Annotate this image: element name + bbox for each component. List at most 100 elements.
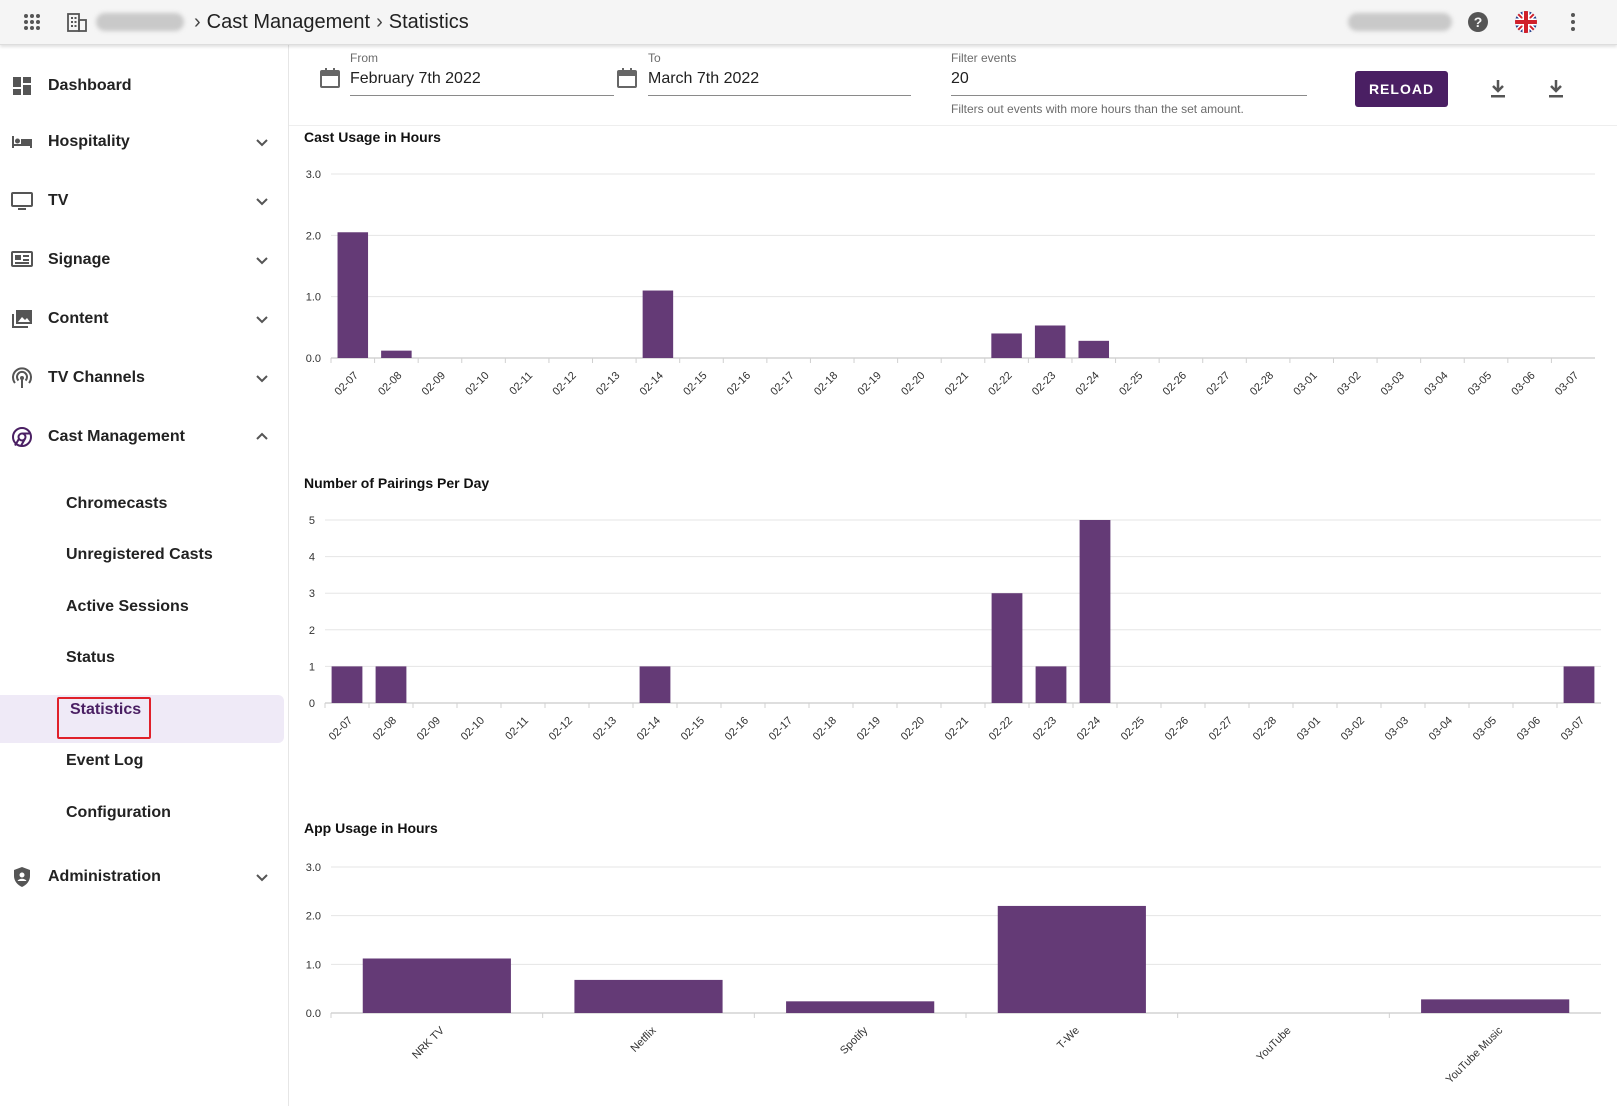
x-tick-label: 02-11 xyxy=(503,715,531,743)
sidebar-item-dashboard[interactable]: Dashboard xyxy=(0,68,284,104)
bar[interactable] xyxy=(991,333,1022,358)
shield-user-icon xyxy=(14,867,30,887)
reload-button[interactable]: RELOAD xyxy=(1355,71,1448,107)
highlight-box xyxy=(57,697,151,739)
help-icon[interactable]: ? xyxy=(1466,0,1490,44)
x-tick-label: 02-09 xyxy=(420,370,448,398)
calendar-icon[interactable] xyxy=(318,66,342,90)
filter-events-input[interactable]: 20 xyxy=(951,70,969,87)
x-tick-label: 02-14 xyxy=(638,370,666,398)
bar[interactable] xyxy=(381,350,412,358)
bar[interactable] xyxy=(1079,520,1111,703)
y-tick-label: 0.0 xyxy=(306,1008,321,1020)
x-tick-label: 02-26 xyxy=(1161,370,1189,398)
breadcrumb-cast-management[interactable]: Cast Management xyxy=(206,10,371,33)
x-tick-label: 02-13 xyxy=(594,370,622,398)
sidebar-subitem-statistics[interactable]: Statistics xyxy=(70,701,142,718)
calendar-icon[interactable] xyxy=(615,66,639,90)
x-tick-label: 02-18 xyxy=(811,715,839,743)
y-tick-label: 1.0 xyxy=(306,959,321,971)
bar[interactable] xyxy=(331,666,363,703)
bar[interactable] xyxy=(1563,666,1595,703)
x-tick-label: 02-17 xyxy=(767,715,795,743)
bar[interactable] xyxy=(642,290,674,358)
sidebar-item-label: Dashboard xyxy=(48,77,132,94)
sidebar-subitem-event-log[interactable]: Event Log xyxy=(66,752,144,769)
x-tick-label: 03-01 xyxy=(1291,370,1319,398)
y-tick-label: 4 xyxy=(309,552,315,564)
sidebar-subitem-unregistered-casts[interactable]: Unregistered Casts xyxy=(66,546,213,563)
breadcrumb-statistics: Statistics xyxy=(388,10,469,33)
svg-text:?: ? xyxy=(1474,14,1483,30)
bar[interactable] xyxy=(991,593,1023,703)
bar[interactable] xyxy=(1035,666,1067,703)
x-tick-label: Spotify xyxy=(838,1024,871,1057)
y-tick-label: 0 xyxy=(309,698,315,710)
sidebar-item-label: TV xyxy=(48,192,69,209)
site-selector[interactable] xyxy=(96,0,184,44)
x-tick-label: 02-10 xyxy=(463,370,491,398)
to-label: To xyxy=(648,51,661,65)
uk-flag-icon[interactable] xyxy=(1514,0,1538,44)
download-icon[interactable] xyxy=(1544,77,1568,101)
bar[interactable] xyxy=(375,666,407,703)
x-tick-label: NRK TV xyxy=(410,1024,447,1061)
from-underline xyxy=(350,95,614,96)
cast-usage-chart: 0.0 1.0 2.0 3.0 02-07 02-08 02-09 02-10 02-11 02-… xyxy=(306,169,1595,398)
x-tick-label: 02-19 xyxy=(855,715,883,743)
download-icon[interactable] xyxy=(1486,77,1510,101)
y-tick-label: 2 xyxy=(309,625,315,637)
sidebar-item-cast-management[interactable]: Cast Management xyxy=(0,419,284,455)
bar[interactable] xyxy=(1078,340,1110,358)
sidebar-item-hospitality[interactable]: Hospitality xyxy=(0,124,284,160)
bar[interactable] xyxy=(786,1001,935,1013)
bar[interactable] xyxy=(1421,999,1570,1013)
sidebar-subitem-status[interactable]: Status xyxy=(66,649,115,666)
x-tick-label: 03-04 xyxy=(1427,715,1455,743)
sidebar-subitem-active-sessions[interactable]: Active Sessions xyxy=(66,598,189,615)
x-tick-label: 02-25 xyxy=(1117,370,1145,398)
x-tick-label: YouTube Music xyxy=(1444,1024,1506,1086)
bar[interactable] xyxy=(639,666,671,703)
bar[interactable] xyxy=(574,979,723,1013)
bar[interactable] xyxy=(1034,325,1066,358)
filter-events-underline xyxy=(951,95,1307,96)
x-tick-label: 02-23 xyxy=(1030,370,1058,398)
x-tick-label: 02-28 xyxy=(1251,715,1279,743)
bar[interactable] xyxy=(362,958,511,1013)
y-tick-label: 3.0 xyxy=(306,169,321,181)
y-tick-label: 0.0 xyxy=(306,353,321,365)
sidebar-item-tv-channels[interactable]: TV Channels xyxy=(0,360,284,396)
x-tick-label: 02-22 xyxy=(986,370,1014,398)
x-tick-label: YouTube xyxy=(1255,1025,1294,1064)
sidebar-subitem-chromecasts[interactable]: Chromecasts xyxy=(66,495,168,512)
chevron-right-icon: › xyxy=(194,10,201,33)
y-tick-label: 1 xyxy=(309,661,315,673)
app-usage-chart: 0.0 1.0 2.0 3.0 NRK TV Netflix Spotify T-We YouT… xyxy=(306,862,1601,1086)
x-tick-label: 03-03 xyxy=(1379,370,1407,398)
x-tick-label: 03-03 xyxy=(1383,715,1411,743)
bed-icon xyxy=(12,136,32,148)
from-date-input[interactable]: February 7th 2022 xyxy=(350,70,481,87)
sidebar-subitem-configuration[interactable]: Configuration xyxy=(66,804,171,821)
x-tick-label: 03-07 xyxy=(1553,370,1581,398)
x-tick-label: 02-24 xyxy=(1075,715,1103,743)
image-library-icon xyxy=(12,310,32,328)
x-tick-label: 02-24 xyxy=(1073,370,1101,398)
chart-title-cast-usage: Cast Usage in Hours xyxy=(304,129,441,145)
sidebar-item-content[interactable]: Content xyxy=(0,301,284,337)
apps-grid-icon[interactable] xyxy=(22,0,42,44)
bar[interactable] xyxy=(337,232,369,358)
sidebar-item-signage[interactable]: Signage xyxy=(0,242,284,278)
to-date-input[interactable]: March 7th 2022 xyxy=(648,70,760,87)
sidebar-item-administration[interactable]: Administration xyxy=(0,859,284,895)
bar[interactable] xyxy=(997,905,1146,1013)
more-vert-icon[interactable] xyxy=(1570,0,1576,44)
sidebar-item-label: Cast Management xyxy=(48,428,185,445)
x-tick-label: 02-20 xyxy=(899,715,927,743)
building-icon[interactable] xyxy=(66,0,88,44)
dashboard-icon xyxy=(13,77,31,95)
user-menu[interactable] xyxy=(1348,0,1452,44)
breadcrumb: › Cast Management › Statistics xyxy=(188,0,469,44)
sidebar-item-tv[interactable]: TV xyxy=(0,183,284,219)
